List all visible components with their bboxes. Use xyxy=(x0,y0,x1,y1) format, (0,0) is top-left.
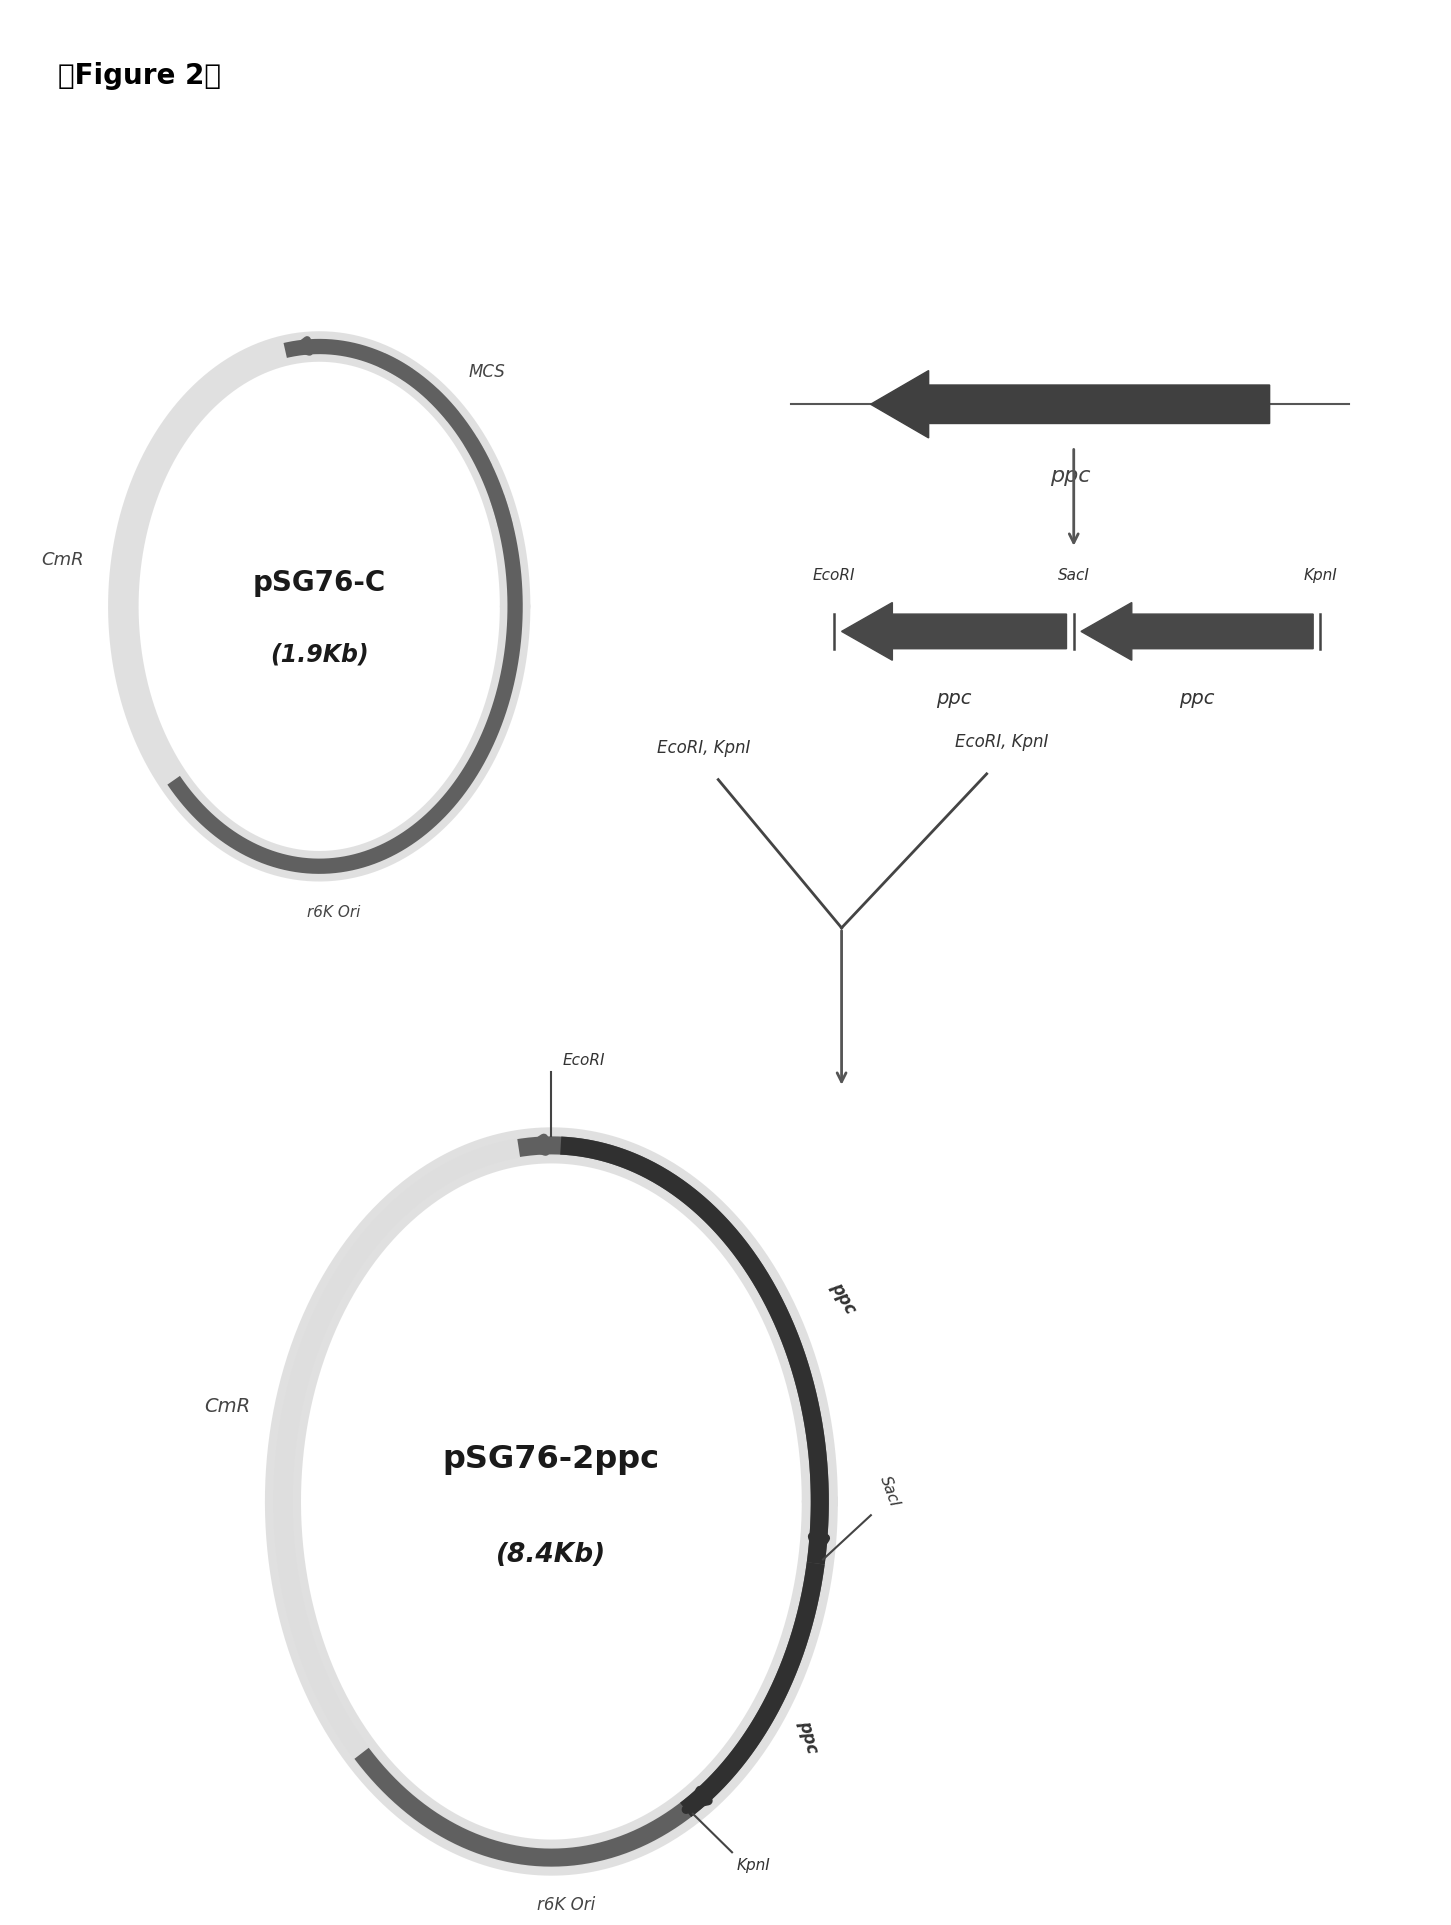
Text: ppc: ppc xyxy=(1051,466,1090,485)
Text: EcoRI: EcoRI xyxy=(563,1053,605,1068)
Text: MCS: MCS xyxy=(469,362,505,381)
Text: SacI: SacI xyxy=(876,1475,901,1509)
Text: KpnI: KpnI xyxy=(1303,568,1338,583)
Text: ppc: ppc xyxy=(936,689,972,708)
FancyArrow shape xyxy=(1081,603,1313,660)
Text: pSG76-C: pSG76-C xyxy=(252,570,386,597)
Text: ppc: ppc xyxy=(1180,689,1214,708)
Text: r6K Ori: r6K Ori xyxy=(537,1896,595,1913)
Text: KpnI: KpnI xyxy=(737,1858,770,1873)
Text: (8.4Kb): (8.4Kb) xyxy=(496,1542,607,1569)
Text: CmR: CmR xyxy=(41,551,84,568)
Text: EcoRI, KpnI: EcoRI, KpnI xyxy=(955,733,1048,751)
Text: (1.9Kb): (1.9Kb) xyxy=(270,643,369,666)
Text: EcoRI, KpnI: EcoRI, KpnI xyxy=(657,739,750,757)
Text: 【Figure 2】: 【Figure 2】 xyxy=(58,62,221,90)
FancyArrow shape xyxy=(871,370,1270,437)
Text: ppc: ppc xyxy=(795,1719,821,1756)
Text: ppc: ppc xyxy=(827,1278,860,1317)
Text: CmR: CmR xyxy=(205,1398,250,1417)
Text: EcoRI: EcoRI xyxy=(813,568,856,583)
Text: r6K Ori: r6K Ori xyxy=(308,905,360,920)
Text: pSG76-2ppc: pSG76-2ppc xyxy=(443,1444,660,1475)
FancyArrow shape xyxy=(842,603,1066,660)
Text: SacI: SacI xyxy=(1058,568,1090,583)
